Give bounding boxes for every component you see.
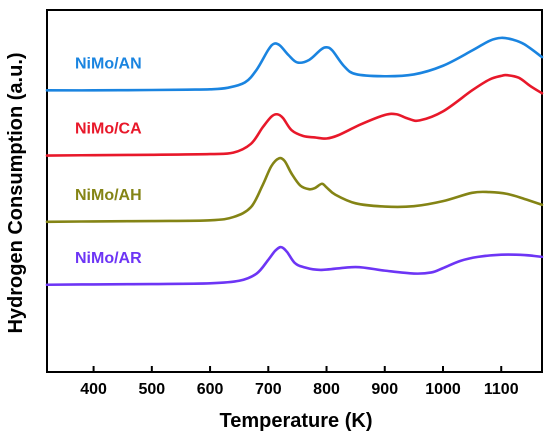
y-axis-label: Hydrogen Consumption (a.u.) bbox=[5, 52, 27, 333]
x-tick-label: 500 bbox=[138, 381, 165, 398]
series-labels: NiMo/AN NiMo/CA NiMo/AH NiMo/AR bbox=[75, 55, 142, 266]
x-tick-label: 900 bbox=[371, 381, 398, 398]
series-lines bbox=[45, 36, 544, 287]
series-label: NiMo/AN bbox=[75, 55, 142, 72]
x-axis-ticks: 400 500 600 700 800 900 1000 1100 bbox=[80, 366, 519, 398]
series-label: NiMo/AH bbox=[75, 187, 142, 204]
series-label: NiMo/CA bbox=[75, 121, 142, 138]
x-axis-label: Temperature (K) bbox=[220, 410, 373, 432]
series-line bbox=[45, 36, 544, 92]
x-tick-label: 1000 bbox=[425, 381, 461, 398]
series-line bbox=[45, 245, 544, 287]
x-tick-label: 700 bbox=[255, 381, 282, 398]
x-tick-label: 400 bbox=[80, 381, 107, 398]
x-tick-label: 800 bbox=[313, 381, 340, 398]
plot-frame bbox=[46, 9, 543, 373]
x-tick-label: 600 bbox=[197, 381, 224, 398]
series-line bbox=[45, 156, 544, 224]
series-line bbox=[45, 73, 544, 157]
x-tick-label: 1100 bbox=[484, 381, 519, 398]
series-label: NiMo/AR bbox=[75, 250, 142, 267]
